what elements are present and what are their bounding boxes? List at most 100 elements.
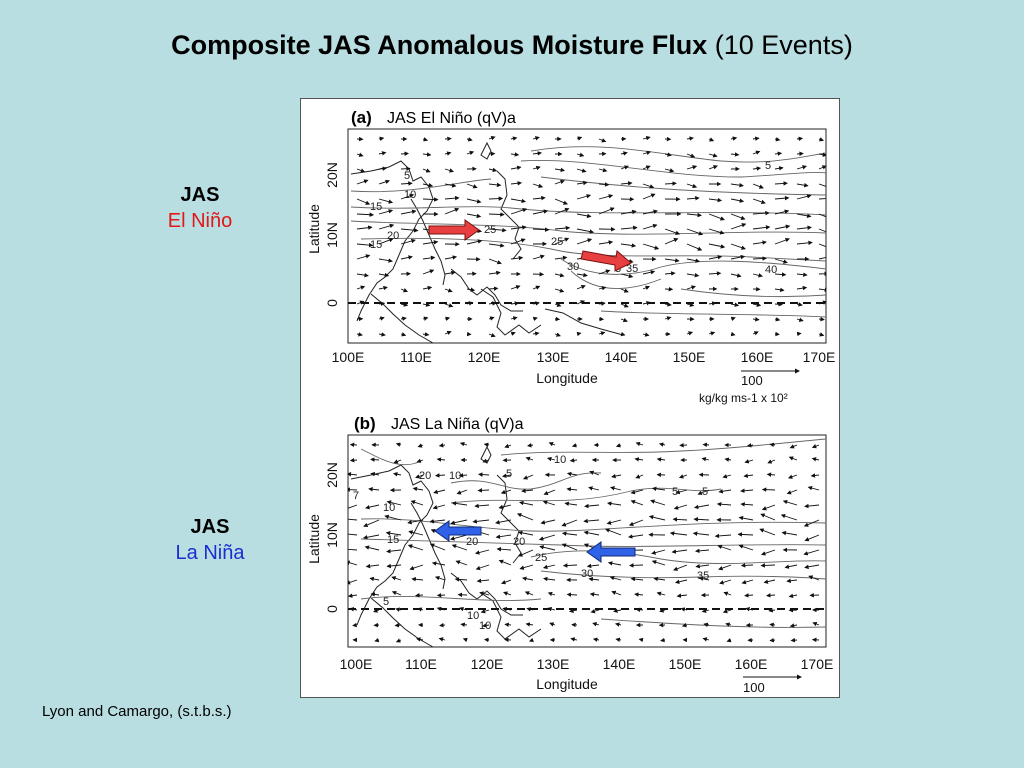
flux-vector: [803, 549, 820, 556]
flux-vector: [686, 243, 703, 251]
flux-vector: [718, 564, 732, 571]
svg-text:20N: 20N: [324, 162, 340, 188]
flux-vector: [363, 534, 380, 540]
flux-vector: [686, 196, 700, 201]
flux-vector: [743, 473, 754, 478]
flux-vector: [576, 228, 595, 234]
flux-vector: [752, 183, 764, 189]
svg-text:5: 5: [383, 596, 389, 608]
flux-vector: [703, 622, 710, 627]
flux-vector: [642, 243, 660, 250]
flux-vector: [395, 442, 402, 447]
flux-vector: [796, 151, 804, 157]
flux-vector: [752, 317, 760, 322]
flux-vector: [475, 564, 490, 571]
flux-vector: [695, 563, 710, 569]
flux-vector: [504, 443, 512, 449]
flux-vector: [429, 543, 446, 551]
panel-a-vectors: [356, 135, 826, 338]
flux-vector: [746, 443, 754, 448]
flux-vector: [356, 242, 374, 248]
flux-vector: [488, 270, 501, 276]
flux-vector: [569, 458, 578, 463]
flux-vector: [642, 300, 651, 306]
panel-b-contour-labels: 20 10 5 10 5 5 7 10 15 20 20 25 30 35 5 …: [353, 454, 709, 632]
flux-vector: [620, 181, 633, 186]
flux-vector: [769, 442, 776, 448]
flux-vector: [774, 272, 787, 277]
flux-vector: [658, 442, 666, 447]
flux-vector: [538, 534, 556, 541]
flux-vector: [818, 332, 825, 337]
flux-vector: [818, 300, 826, 305]
flux-vector: [356, 198, 371, 205]
flux-vector: [488, 316, 495, 321]
flux-vector: [378, 209, 394, 215]
flux-vector: [620, 243, 637, 248]
flux-vector: [730, 302, 740, 307]
svg-text:15: 15: [370, 201, 382, 213]
flux-vector: [760, 549, 776, 556]
flux-vector: [620, 151, 628, 156]
flux-vector: [686, 153, 696, 158]
flux-vector: [369, 576, 380, 582]
flux-vector: [503, 591, 512, 596]
flux-vector: [719, 579, 732, 585]
flux-vector: [586, 563, 600, 569]
panel-a-highlight-arrows: [428, 219, 632, 272]
flux-vector: [642, 223, 658, 230]
flux-vector: [348, 579, 358, 585]
flux-vector: [598, 301, 606, 306]
panel-a-y-label: Latitude: [306, 204, 322, 254]
flux-vector: [708, 153, 718, 158]
flux-vector: [462, 637, 468, 643]
title-bold: Composite JAS Anomalous Moisture Flux: [171, 30, 708, 60]
flux-vector: [548, 442, 556, 447]
flux-vector: [642, 285, 651, 290]
moisture-flux-figure: (a) JAS El Niño (qV)a: [306, 108, 835, 695]
flux-vector: [510, 136, 518, 141]
panel-a: (a) JAS El Niño (qV)a: [306, 108, 835, 405]
side-label-jas: JAS: [180, 184, 220, 206]
flux-vector: [438, 443, 446, 448]
flux-vector: [804, 534, 820, 542]
flux-vector: [730, 198, 745, 203]
flux-vector: [415, 593, 424, 598]
flux-vector: [708, 197, 723, 203]
flux-vector: [391, 590, 402, 596]
flux-vector: [510, 181, 523, 186]
flux-vector: [540, 519, 556, 525]
flux-vector: [356, 212, 375, 217]
flux-vector: [686, 272, 700, 278]
flux-vector: [525, 456, 534, 462]
flux-vector: [588, 486, 600, 491]
flux-vector: [477, 488, 490, 493]
flux-vector: [488, 167, 498, 173]
svg-text:130E: 130E: [537, 349, 570, 365]
svg-text:25: 25: [551, 236, 563, 248]
flux-vector: [510, 165, 522, 171]
citation: Lyon and Camargo, (s.t.b.s.): [42, 703, 232, 720]
flux-vector: [708, 137, 715, 142]
svg-text:30: 30: [567, 261, 579, 273]
flux-vector: [818, 256, 826, 260]
flux-vector: [789, 623, 798, 628]
panel-b-x-ticks: 100E 110E 120E 130E 140E 150E 160E 170E: [340, 656, 834, 672]
flux-vector: [784, 564, 798, 569]
flux-vector: [766, 472, 776, 477]
flux-vector: [752, 240, 767, 245]
flux-vector: [774, 302, 783, 307]
svg-text:10: 10: [449, 470, 461, 482]
svg-text:100: 100: [743, 680, 765, 695]
flux-vector: [818, 165, 826, 170]
flux-vector: [664, 152, 672, 157]
flux-vector: [394, 622, 402, 628]
flux-vector: [811, 444, 820, 449]
flux-vector: [458, 606, 468, 612]
panel-a-tag: (a): [351, 108, 372, 127]
panel-b-scale-vector: 100: [743, 674, 802, 695]
flux-vector: [686, 258, 700, 263]
flux-vector: [787, 474, 798, 479]
flux-vector: [752, 256, 767, 261]
flux-vector: [708, 271, 722, 276]
